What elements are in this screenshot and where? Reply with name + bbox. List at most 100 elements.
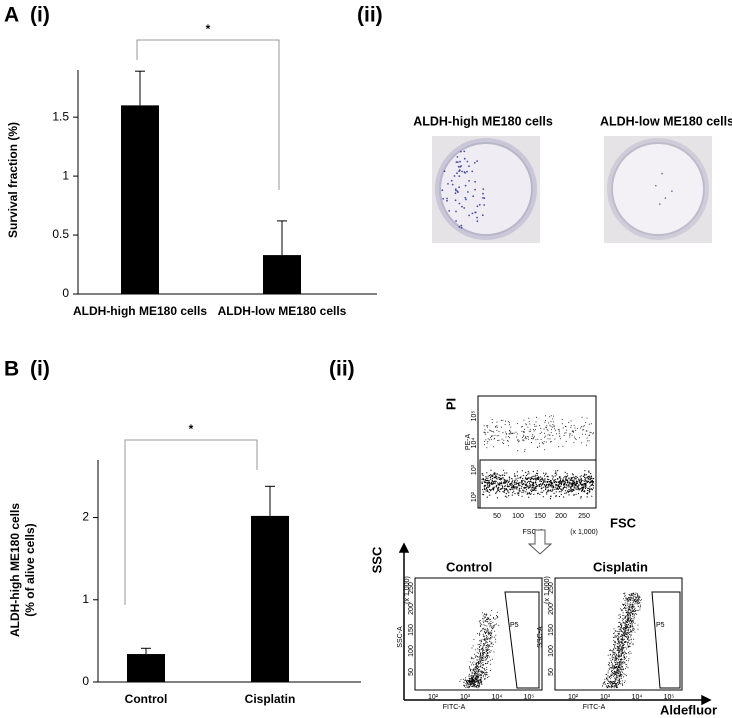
dot bbox=[606, 686, 607, 687]
dot bbox=[605, 684, 606, 685]
dot bbox=[473, 676, 474, 677]
tick-label: 250 bbox=[548, 582, 555, 594]
dot bbox=[525, 485, 526, 486]
dot bbox=[613, 676, 614, 677]
dot bbox=[568, 494, 569, 495]
dot bbox=[634, 594, 635, 595]
dot bbox=[612, 659, 613, 660]
dot bbox=[490, 615, 491, 616]
dot bbox=[619, 626, 620, 627]
dot bbox=[625, 681, 626, 682]
dot bbox=[480, 665, 481, 666]
dot bbox=[623, 629, 624, 630]
dot bbox=[565, 479, 566, 480]
dot bbox=[506, 493, 507, 494]
dot bbox=[487, 663, 488, 664]
dot bbox=[553, 493, 554, 494]
dot bbox=[611, 687, 612, 688]
dot bbox=[589, 476, 590, 477]
dot bbox=[611, 668, 612, 669]
dot bbox=[487, 485, 488, 486]
dot bbox=[615, 637, 616, 638]
dot bbox=[469, 687, 470, 688]
dot bbox=[632, 630, 633, 631]
dot bbox=[489, 492, 490, 493]
dot bbox=[566, 430, 567, 431]
dot bbox=[531, 491, 532, 492]
dot bbox=[565, 472, 566, 473]
dot bbox=[485, 616, 486, 617]
dot bbox=[552, 427, 553, 428]
dot bbox=[575, 485, 576, 486]
dot bbox=[592, 480, 593, 481]
dot bbox=[534, 476, 535, 477]
dot bbox=[487, 644, 488, 645]
dot bbox=[631, 598, 632, 599]
dot bbox=[567, 485, 568, 486]
dot bbox=[481, 655, 482, 656]
dot bbox=[555, 485, 556, 486]
dot bbox=[536, 484, 537, 485]
dot bbox=[573, 477, 574, 478]
dot bbox=[528, 493, 529, 494]
dot bbox=[489, 439, 490, 440]
dot bbox=[488, 482, 489, 483]
dot bbox=[583, 486, 584, 487]
dot bbox=[581, 442, 582, 443]
dot bbox=[553, 421, 554, 422]
dot bbox=[474, 686, 475, 687]
dot bbox=[569, 491, 570, 492]
dot bbox=[506, 433, 507, 434]
dot bbox=[529, 485, 530, 486]
dot bbox=[543, 473, 544, 474]
dot bbox=[548, 479, 549, 480]
dot bbox=[485, 660, 486, 661]
dot bbox=[491, 632, 492, 633]
dot bbox=[632, 600, 633, 601]
dot bbox=[576, 476, 577, 477]
dot bbox=[613, 640, 614, 641]
dot bbox=[631, 608, 632, 609]
dot bbox=[470, 676, 471, 677]
dot bbox=[632, 593, 633, 594]
dot bbox=[556, 491, 557, 492]
dot bbox=[586, 445, 587, 446]
dot bbox=[614, 646, 615, 647]
dot bbox=[485, 434, 486, 435]
dot bbox=[623, 608, 624, 609]
dot bbox=[617, 658, 618, 659]
dot bbox=[611, 662, 612, 663]
dot bbox=[655, 185, 657, 187]
dot bbox=[620, 646, 621, 647]
dot bbox=[616, 667, 617, 668]
dot bbox=[614, 633, 615, 634]
dot bbox=[537, 475, 538, 476]
dot bbox=[629, 627, 630, 628]
dot bbox=[480, 666, 481, 667]
dot bbox=[528, 471, 529, 472]
dot bbox=[540, 476, 541, 477]
dot bbox=[580, 476, 581, 477]
dot bbox=[484, 432, 485, 433]
dot bbox=[623, 635, 624, 636]
dot bbox=[483, 656, 484, 657]
dot bbox=[612, 672, 613, 673]
dot bbox=[477, 671, 478, 672]
dot bbox=[495, 635, 496, 636]
dot bbox=[476, 655, 477, 656]
dot bbox=[507, 484, 508, 485]
dot bbox=[507, 440, 508, 441]
dot bbox=[480, 623, 481, 624]
dot bbox=[544, 433, 545, 434]
dot bbox=[478, 685, 479, 686]
dot bbox=[470, 684, 471, 685]
dot bbox=[616, 687, 617, 688]
dot bbox=[499, 482, 500, 483]
dot bbox=[516, 478, 517, 479]
dot bbox=[493, 446, 494, 447]
dot bbox=[580, 428, 581, 429]
dot bbox=[626, 612, 627, 613]
dot bbox=[551, 432, 552, 433]
dot bbox=[514, 488, 515, 489]
tick-label: 10⁵ bbox=[471, 411, 478, 422]
